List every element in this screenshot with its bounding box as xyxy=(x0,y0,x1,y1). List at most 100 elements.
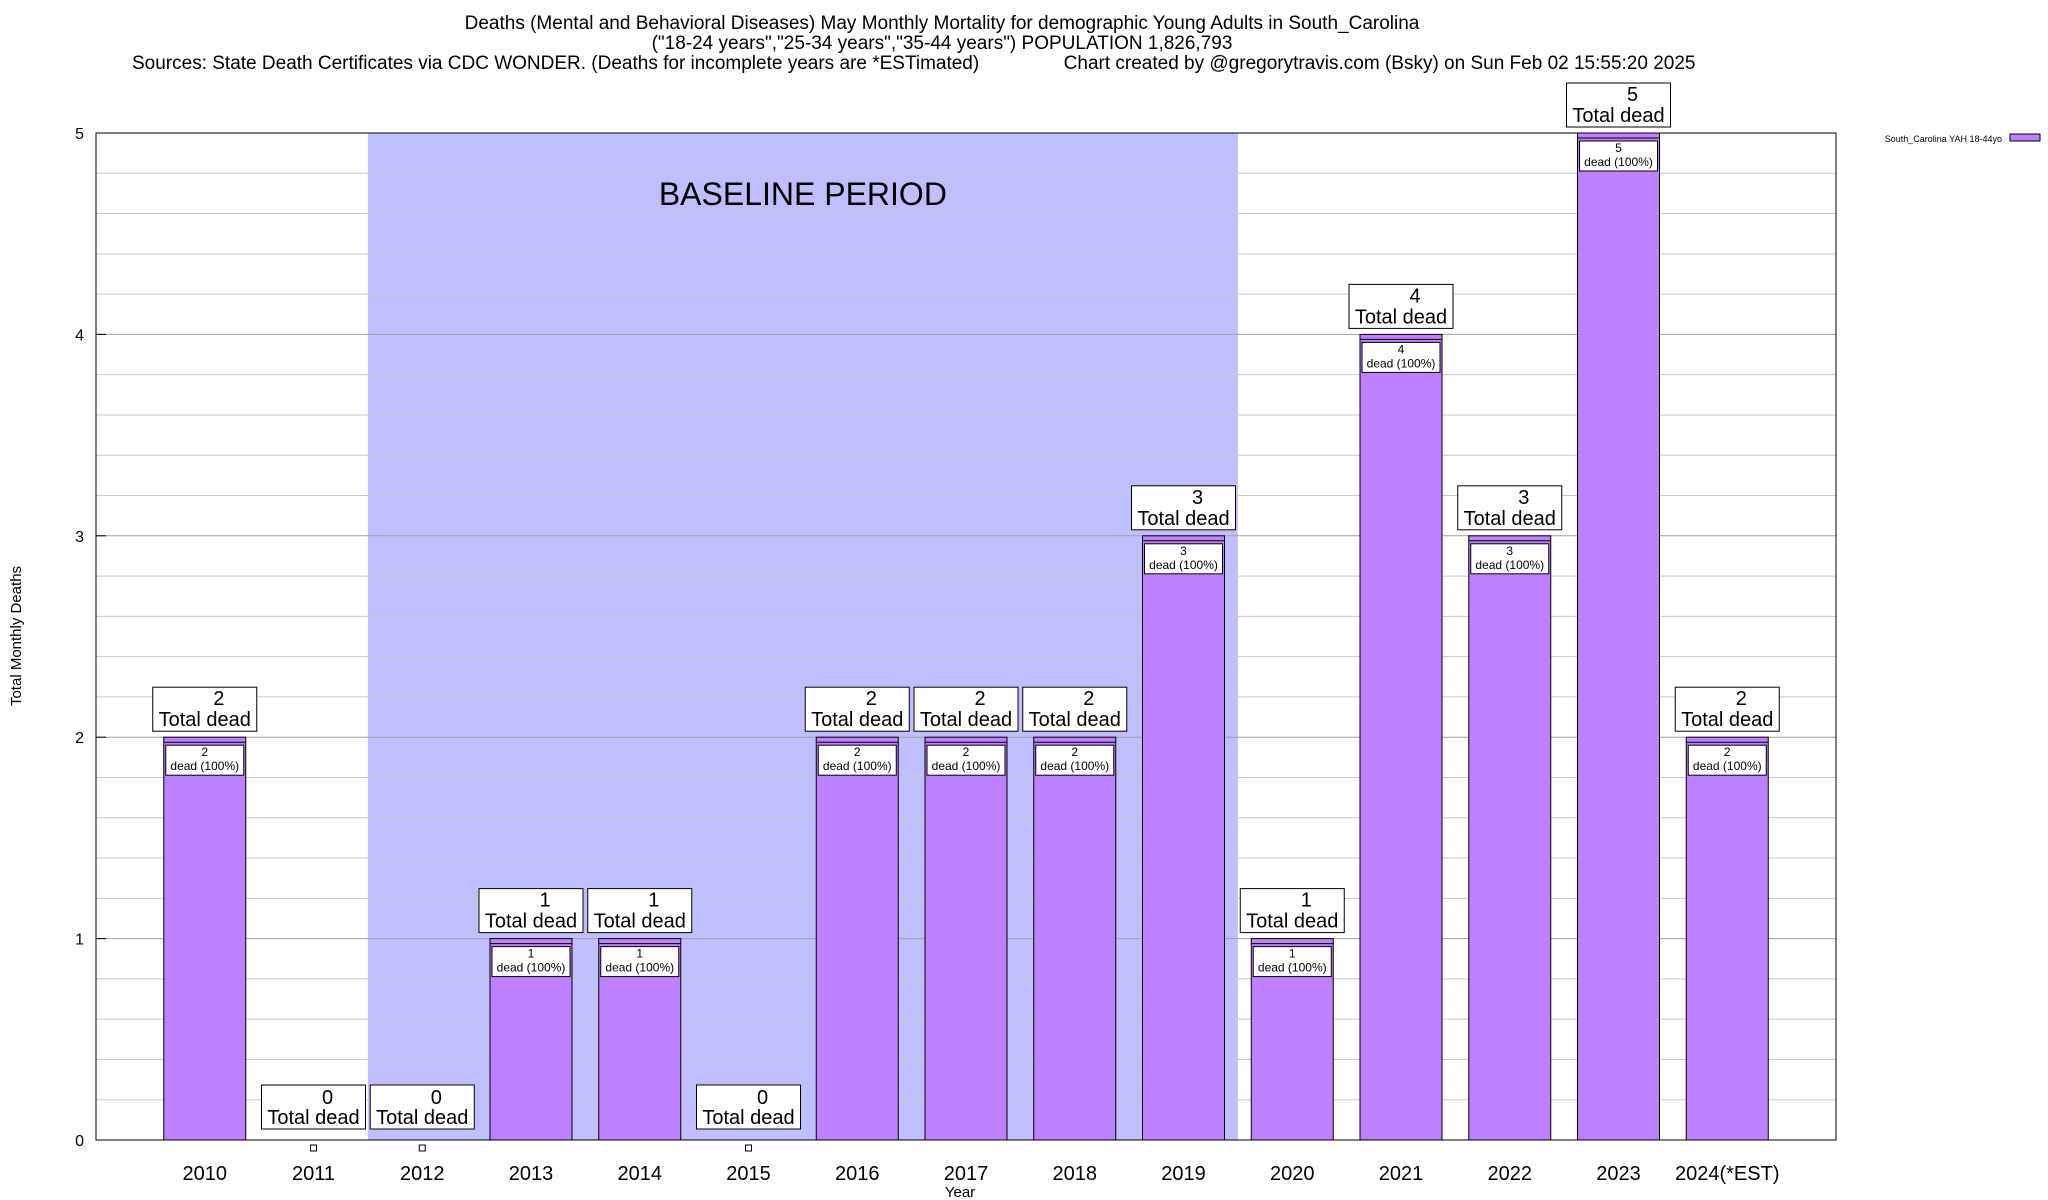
inner-label-count: 3 xyxy=(1180,544,1187,558)
total-label-count: 3 xyxy=(1192,487,1203,509)
legend-label: South_Carolina YAH 18-44yo xyxy=(1885,134,2002,144)
inner-label-text: dead (100%) xyxy=(170,759,239,773)
inner-label-text: dead (100%) xyxy=(823,759,892,773)
total-label-box xyxy=(369,1084,475,1130)
total-label-text: Total dead xyxy=(594,911,686,933)
total-label-count: 0 xyxy=(322,1087,333,1109)
x-tick-label: 2019 xyxy=(1161,1163,1206,1185)
inner-label-box xyxy=(1144,543,1223,575)
plot-border xyxy=(95,132,1837,1141)
inner-label-text: dead (100%) xyxy=(1040,759,1109,773)
total-label-text: Total dead xyxy=(811,709,903,731)
zero-marker xyxy=(418,1144,426,1152)
total-label-count: 3 xyxy=(1518,487,1529,509)
chart-source-line: Sources: State Death Certificates via CD… xyxy=(132,53,1696,74)
total-label-box xyxy=(1348,283,1454,329)
total-label-text: Total dead xyxy=(376,1107,468,1129)
total-label-box xyxy=(804,686,910,732)
inner-label-box xyxy=(491,946,571,978)
bar xyxy=(924,736,1008,1141)
inner-label-count: 5 xyxy=(1615,141,1622,155)
total-label-text: Total dead xyxy=(1464,508,1556,530)
x-tick-label: 2012 xyxy=(400,1163,445,1185)
y-tick-label: 3 xyxy=(75,529,84,546)
inner-label-text: dead (100%) xyxy=(932,759,1001,773)
total-label-count: 2 xyxy=(866,688,877,710)
total-label-box xyxy=(152,686,258,732)
total-label-box xyxy=(478,888,584,934)
legend-swatch xyxy=(2009,133,2041,142)
inner-label-box xyxy=(926,744,1006,776)
total-label-box xyxy=(1239,888,1345,934)
chart-title: Deaths (Mental and Behavioral Diseases) … xyxy=(464,13,1420,34)
bar xyxy=(815,736,899,1141)
x-tick-label: 2015 xyxy=(726,1163,771,1185)
total-label-count: 2 xyxy=(974,688,985,710)
total-label-count: 0 xyxy=(431,1087,442,1109)
total-label-text: Total dead xyxy=(159,709,251,731)
bar xyxy=(1577,132,1660,1141)
x-axis-label: Year xyxy=(945,1184,975,1200)
total-label-box xyxy=(913,686,1019,732)
inner-label-count: 2 xyxy=(1724,745,1731,759)
x-tick-label: 2011 xyxy=(292,1163,335,1185)
bar xyxy=(1359,333,1443,1141)
y-tick-label: 0 xyxy=(75,1133,84,1150)
inner-label-text: dead (100%) xyxy=(605,961,674,975)
inner-label-box xyxy=(165,744,245,776)
total-label-text: Total dead xyxy=(1029,709,1121,731)
x-tick-label: 2014 xyxy=(618,1163,663,1185)
y-tick-label: 4 xyxy=(75,327,84,344)
total-label-box xyxy=(1022,686,1128,732)
total-label-box xyxy=(1674,686,1780,732)
inner-label-box xyxy=(1035,744,1115,776)
total-label-box xyxy=(696,1084,801,1130)
inner-label-text: dead (100%) xyxy=(1693,759,1762,773)
inner-label-box xyxy=(1470,543,1550,575)
inner-label-text: dead (100%) xyxy=(1258,961,1327,975)
inner-label-text: dead (100%) xyxy=(1149,558,1218,572)
x-tick-label: 2022 xyxy=(1488,1163,1533,1185)
inner-label-box xyxy=(600,946,680,978)
chart-subtitle: ("18-24 years","25-34 years","35-44 year… xyxy=(651,33,1233,54)
total-label-text: Total dead xyxy=(1681,709,1773,731)
inner-label-count: 2 xyxy=(201,745,208,759)
total-label-text: Total dead xyxy=(1137,508,1229,530)
total-label-count: 4 xyxy=(1409,285,1420,307)
inner-label-box xyxy=(1687,744,1767,776)
total-label-count: 1 xyxy=(648,890,659,912)
y-tick-label: 2 xyxy=(75,730,84,747)
x-tick-label: 2016 xyxy=(835,1163,880,1185)
y-tick-label: 1 xyxy=(75,932,84,949)
inner-label-count: 4 xyxy=(1398,342,1405,356)
bar xyxy=(1033,736,1117,1141)
inner-label-text: dead (100%) xyxy=(1584,155,1653,169)
inner-label-box xyxy=(1252,946,1332,978)
inner-label-box xyxy=(817,744,897,776)
total-label-count: 0 xyxy=(757,1087,768,1109)
zero-marker xyxy=(745,1144,752,1152)
bar xyxy=(163,736,247,1141)
total-label-count: 2 xyxy=(213,688,224,710)
total-label-box xyxy=(1131,485,1236,531)
x-tick-label: 2017 xyxy=(944,1163,989,1185)
bar xyxy=(1468,535,1552,1141)
total-label-text: Total dead xyxy=(267,1107,359,1129)
total-label-text: Total dead xyxy=(1355,306,1447,328)
x-tick-label: 2024(*EST) xyxy=(1675,1163,1780,1185)
total-label-count: 2 xyxy=(1736,688,1747,710)
total-label-text: Total dead xyxy=(702,1107,794,1129)
x-tick-label: 2020 xyxy=(1270,1163,1315,1185)
inner-label-text: dead (100%) xyxy=(1367,356,1436,370)
total-label-box xyxy=(1566,82,1671,128)
y-axis-label: Total Monthly Deaths xyxy=(8,566,25,706)
inner-label-count: 1 xyxy=(636,947,643,961)
total-label-count: 5 xyxy=(1627,84,1638,106)
x-tick-label: 2021 xyxy=(1379,1163,1424,1185)
total-label-text: Total dead xyxy=(1572,105,1664,127)
inner-label-box xyxy=(1361,341,1441,373)
inner-label-count: 2 xyxy=(854,745,861,759)
zero-marker xyxy=(310,1144,317,1152)
inner-label-box xyxy=(1579,140,1658,172)
